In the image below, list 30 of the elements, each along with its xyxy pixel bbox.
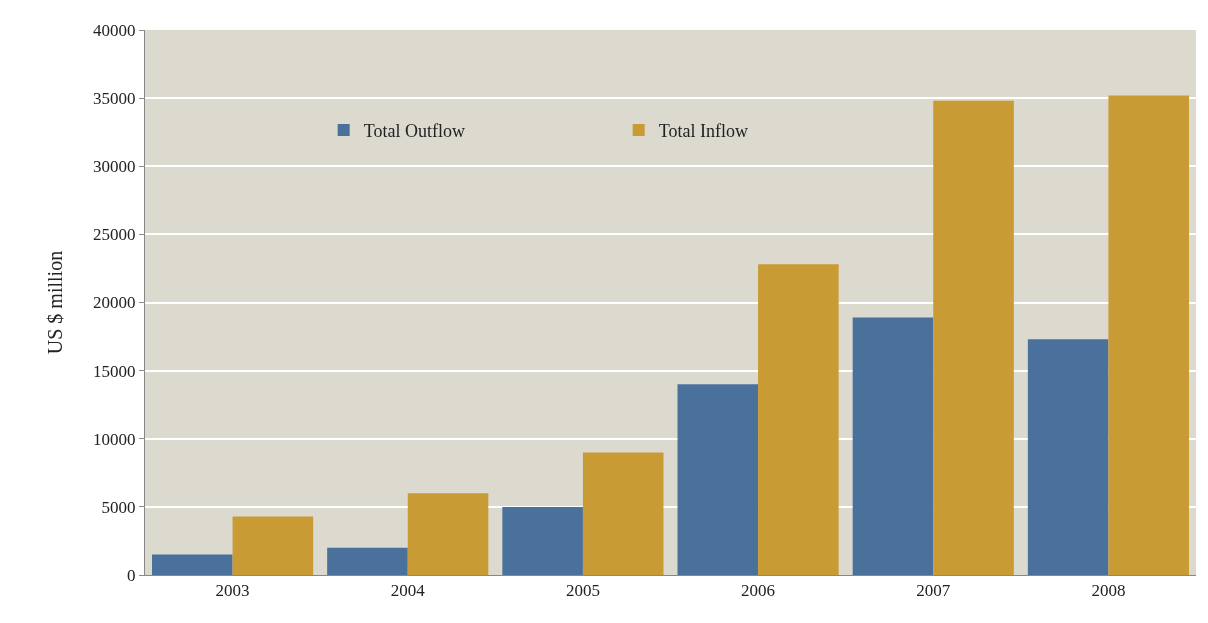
legend-label: Total Outflow: [363, 120, 465, 141]
y-tick-label: 25000: [93, 225, 136, 245]
x-tick-label: 2006: [741, 581, 776, 601]
bar: [327, 547, 408, 575]
bar: [933, 100, 1014, 575]
y-tick-label: 15000: [93, 361, 136, 381]
bar: [502, 506, 583, 575]
y-tick-label: 35000: [93, 89, 136, 109]
x-tick-label: 2008: [1091, 581, 1126, 601]
bar: [407, 493, 489, 575]
y-tick-label: 0: [127, 565, 136, 585]
bar: [152, 554, 233, 575]
bar: [758, 264, 839, 575]
y-tick-label: 10000: [93, 429, 136, 449]
bar: [1108, 95, 1189, 575]
bar: [677, 384, 759, 575]
bar: [1027, 339, 1109, 575]
legend-label: Total Inflow: [658, 120, 748, 141]
bar: [852, 317, 934, 575]
x-tick-label: 2004: [390, 581, 426, 601]
y-axis-title: US $ million: [43, 250, 66, 355]
y-tick-label: 5000: [101, 497, 136, 517]
y-tick-label: 20000: [93, 293, 136, 313]
x-tick-label: 2007: [916, 581, 951, 601]
y-tick-label: 40000: [93, 20, 136, 40]
x-tick-label: 2005: [565, 581, 600, 601]
x-tick-label: 2003: [215, 581, 250, 601]
bar: [582, 452, 664, 575]
bar: [232, 516, 314, 575]
y-tick-label: 30000: [93, 157, 136, 177]
